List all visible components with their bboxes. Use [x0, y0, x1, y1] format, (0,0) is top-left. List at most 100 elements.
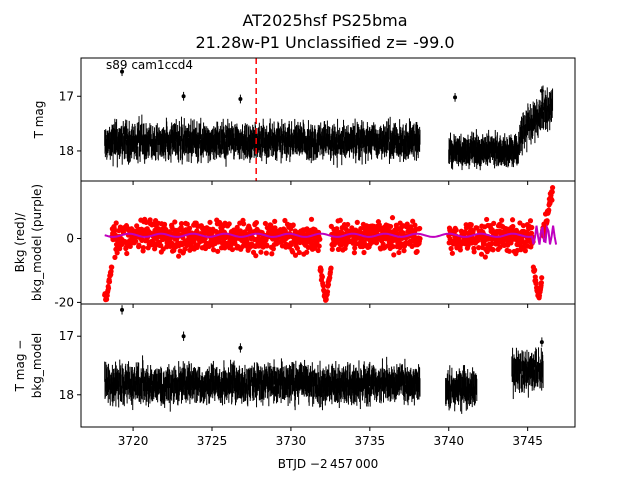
- bkg-point: [352, 245, 358, 251]
- bkg-point: [522, 248, 528, 254]
- bkg-point: [328, 265, 334, 271]
- y-axis-label: bkg_model: [30, 333, 44, 399]
- bkg-point: [109, 264, 115, 270]
- y-tick-label: 18: [59, 388, 74, 402]
- bkg-point: [262, 220, 268, 227]
- bkg-point: [112, 254, 118, 260]
- bkg-point: [533, 280, 539, 286]
- bkg-point: [270, 246, 277, 252]
- bkg-point: [325, 281, 332, 288]
- bkg-point: [499, 217, 505, 223]
- bkg-point: [329, 246, 335, 252]
- bkg-point: [108, 268, 114, 274]
- bkg-point: [318, 267, 324, 273]
- bkg-point: [315, 247, 321, 254]
- bkg-point: [549, 197, 555, 203]
- bkg-point: [401, 248, 407, 254]
- bkg-point: [478, 251, 485, 257]
- y-axis-label: T mag −: [13, 340, 27, 393]
- bkg-point: [229, 246, 236, 253]
- bkg-point: [105, 285, 112, 291]
- bkg-point: [387, 223, 394, 230]
- bkg-point: [207, 219, 213, 225]
- bkg-point: [296, 249, 302, 256]
- bkg-point: [316, 243, 322, 249]
- x-tick-label: 3745: [512, 434, 543, 448]
- bkg-point: [336, 246, 342, 252]
- outlier-point: [181, 94, 186, 99]
- bkg-point: [106, 279, 113, 285]
- bkg-point: [412, 222, 418, 228]
- bkg-point: [391, 252, 397, 258]
- bkg-point: [253, 220, 260, 226]
- bkg-point: [290, 222, 296, 228]
- bkg-point: [529, 224, 535, 231]
- bkg-model-line: [104, 223, 558, 245]
- outlier-point: [120, 69, 125, 74]
- outlier-point: [539, 88, 544, 93]
- bkg-point: [111, 228, 118, 234]
- bkg-point: [390, 243, 396, 250]
- bkg-point: [136, 242, 142, 248]
- bkg-point: [317, 236, 323, 242]
- y-tick-label: 0: [66, 232, 74, 246]
- middle-panel: -20 0 Bkg (red)/bkg_model (purple): [13, 180, 576, 309]
- x-axis-label: BTJD −2 457 000: [278, 457, 378, 471]
- bkg-point: [215, 248, 221, 254]
- bkg-point: [410, 218, 416, 224]
- top-panel: 17 18 T mag: [32, 57, 576, 185]
- bkg-point: [308, 216, 315, 222]
- bkg-point: [549, 189, 555, 195]
- panel-label: s89 cam1ccd4: [106, 58, 193, 72]
- bkg-point: [354, 219, 360, 225]
- bkg-point: [269, 251, 275, 257]
- bkg-point: [544, 218, 550, 224]
- bkg-point: [268, 222, 274, 228]
- bkg-point: [178, 220, 185, 227]
- y-axis-label: T mag: [32, 101, 46, 140]
- bkg-point: [133, 238, 139, 244]
- bkg-point: [471, 249, 477, 255]
- bkg-point: [241, 221, 247, 227]
- x-tick-label: 3730: [276, 434, 307, 448]
- bkg-point: [134, 223, 140, 229]
- bkg-point: [264, 243, 270, 249]
- y-tick-label: 17: [59, 89, 74, 103]
- bkg-point: [334, 226, 340, 232]
- bkg-point: [539, 275, 545, 281]
- outlier-point: [238, 97, 243, 101]
- bkg-point: [506, 248, 512, 254]
- y-tick-label: -20: [54, 295, 74, 309]
- bottom-panel: 17 18 3720 3725 3730 3735 3740 3745 T mag − bkg_m…: [13, 303, 576, 448]
- bkg-point: [282, 217, 288, 224]
- y-tick-label: 18: [59, 144, 74, 158]
- axes-frame: [80, 303, 576, 428]
- bkg-point: [292, 252, 299, 258]
- bkg-point: [538, 280, 544, 286]
- bkg-point: [113, 220, 119, 226]
- bkg-point: [124, 250, 130, 257]
- bkg-point: [351, 250, 358, 256]
- plot-area: [104, 305, 544, 414]
- bkg-point: [143, 219, 149, 225]
- bkg-point: [373, 240, 380, 246]
- outlier-point: [120, 307, 125, 312]
- bkg-point: [226, 221, 232, 227]
- x-tick-label: 3720: [118, 434, 149, 448]
- bkg-point: [549, 185, 556, 191]
- bkg-point: [468, 222, 474, 228]
- bkg-point: [161, 221, 168, 227]
- outlier-point: [453, 95, 458, 100]
- bkg-point: [361, 249, 367, 256]
- bkg-point: [176, 253, 182, 259]
- bkg-point: [272, 218, 278, 224]
- plot-area: [102, 185, 558, 303]
- bkg-point: [323, 296, 329, 303]
- bkg-point: [140, 244, 147, 251]
- bkg-point: [510, 223, 516, 230]
- bkg-point: [324, 289, 331, 295]
- bkg-point: [482, 254, 488, 260]
- bkg-point: [186, 225, 193, 231]
- bkg-point: [304, 249, 310, 255]
